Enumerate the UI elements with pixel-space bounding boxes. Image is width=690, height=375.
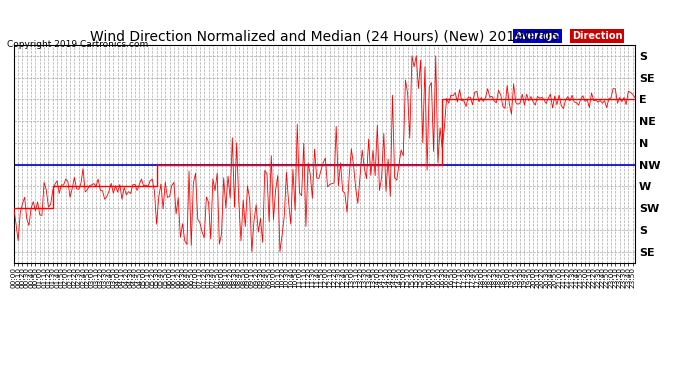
Text: Direction: Direction	[572, 31, 622, 40]
Title: Wind Direction Normalized and Median (24 Hours) (New) 20190705: Wind Direction Normalized and Median (24…	[90, 30, 559, 44]
Text: Copyright 2019 Cartronics.com: Copyright 2019 Cartronics.com	[7, 40, 148, 49]
Text: Average: Average	[515, 31, 560, 40]
